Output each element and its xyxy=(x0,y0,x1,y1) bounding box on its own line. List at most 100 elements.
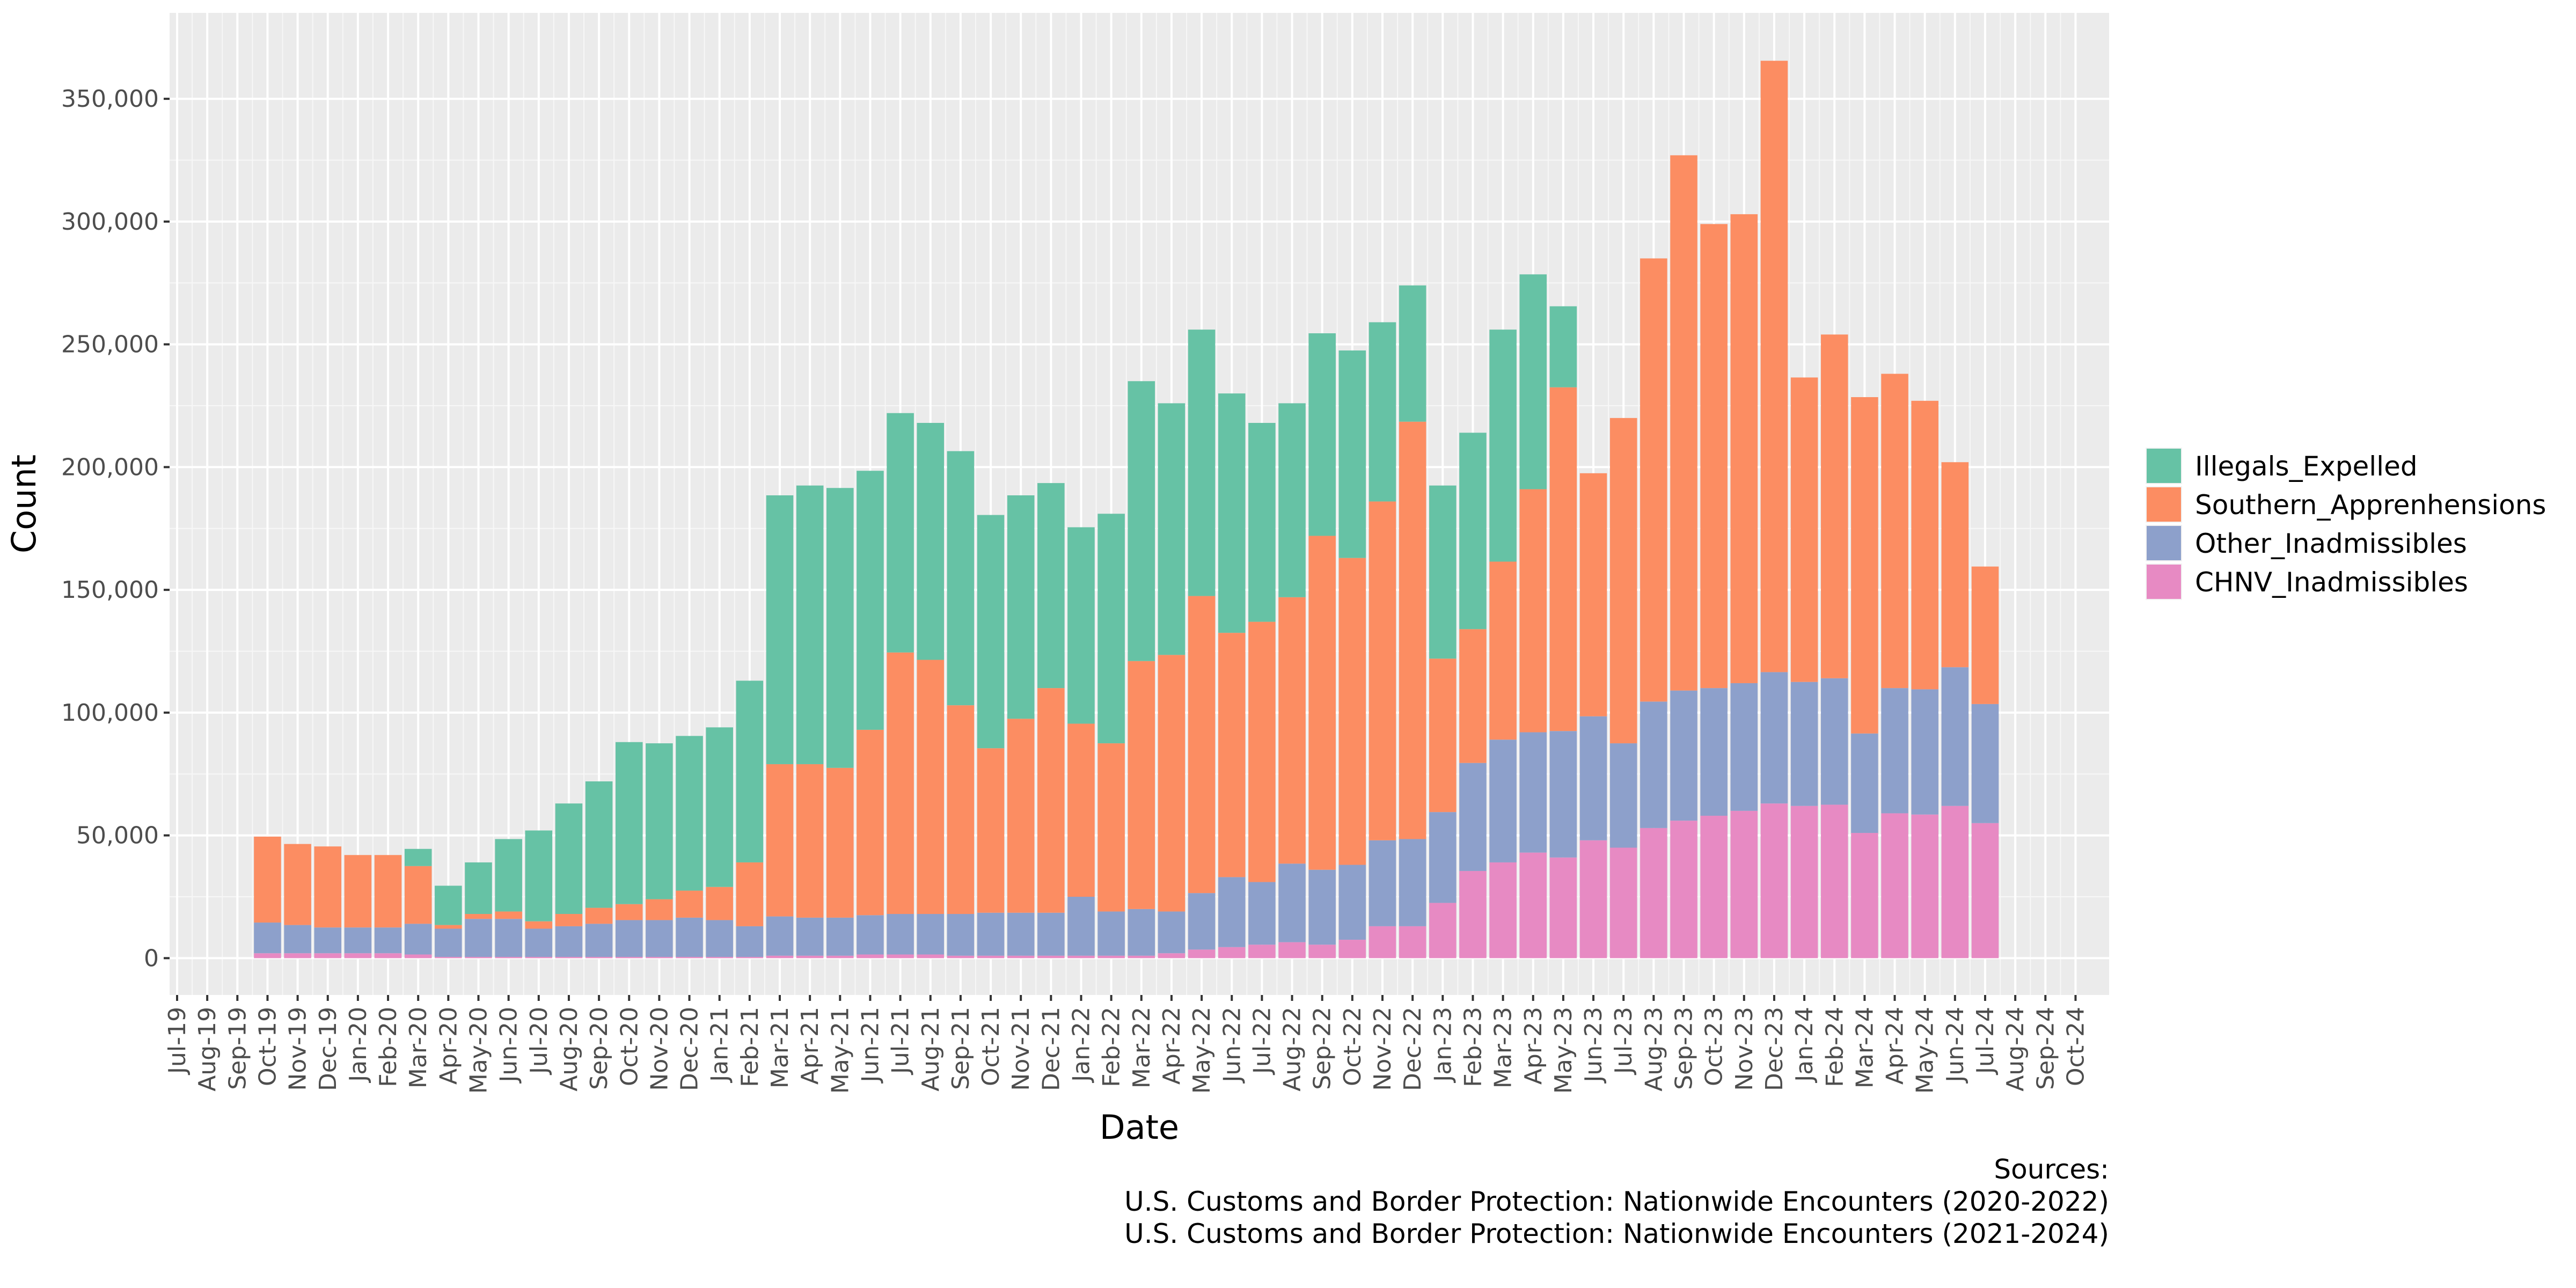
bar-other-inadmissibles xyxy=(1640,701,1667,828)
bar-other-inadmissibles xyxy=(1218,877,1246,947)
bar-chnv-inadmissibles xyxy=(1067,955,1095,958)
bar-other-inadmissibles xyxy=(435,928,462,957)
bar-chnv-inadmissibles xyxy=(1218,947,1246,958)
bar-southern-apprenhensions xyxy=(1278,597,1306,864)
bar-other-inadmissibles xyxy=(254,923,281,954)
bar-chnv-inadmissibles xyxy=(917,954,945,958)
x-tick-label: Feb-23 xyxy=(1459,1007,1487,1087)
bar-other-inadmissibles xyxy=(1730,683,1758,811)
bar-other-inadmissibles xyxy=(1128,909,1155,956)
bar-chnv-inadmissibles xyxy=(374,953,402,958)
bar-illegals-expelled xyxy=(1338,350,1366,558)
x-tick-label: May-20 xyxy=(465,1007,493,1094)
x-tick-label: Sep-24 xyxy=(2032,1007,2059,1090)
bar-chnv-inadmissibles xyxy=(284,953,311,958)
x-tick-label: Jan-20 xyxy=(345,1007,372,1084)
x-tick-label: Jun-20 xyxy=(495,1007,523,1084)
y-axis-title: Count xyxy=(4,455,43,553)
bar-illegals-expelled xyxy=(1248,423,1276,622)
x-tick-label: Sep-19 xyxy=(224,1007,251,1090)
bar-southern-apprenhensions xyxy=(1790,377,1818,682)
bar-illegals-expelled xyxy=(615,742,643,904)
x-tick-label: Sep-22 xyxy=(1309,1007,1336,1090)
bar-southern-apprenhensions xyxy=(947,705,975,914)
bar-chnv-inadmissibles xyxy=(1670,821,1697,958)
bar-illegals-expelled xyxy=(1368,322,1396,502)
x-tick-label: May-23 xyxy=(1550,1007,1577,1094)
bar-chnv-inadmissibles xyxy=(1278,942,1306,958)
x-tick-label: Aug-21 xyxy=(917,1007,945,1092)
bar-southern-apprenhensions xyxy=(1971,566,1999,704)
bar-other-inadmissibles xyxy=(1760,672,1788,804)
x-tick-label: Nov-20 xyxy=(646,1007,673,1091)
bar-other-inadmissibles xyxy=(1308,869,1336,945)
bar-other-inadmissibles xyxy=(585,924,613,957)
bar-illegals-expelled xyxy=(1218,393,1246,633)
bar-chnv-inadmissibles xyxy=(1881,813,1908,958)
bar-southern-apprenhensions xyxy=(1489,561,1517,740)
bar-chnv-inadmissibles xyxy=(1609,847,1637,958)
bar-southern-apprenhensions xyxy=(404,866,432,924)
bar-southern-apprenhensions xyxy=(1851,397,1878,734)
legend-label: Other_Inadmissibles xyxy=(2195,528,2467,559)
x-tick-label: Aug-24 xyxy=(2002,1007,2029,1092)
bar-other-inadmissibles xyxy=(1368,840,1396,926)
bar-chnv-inadmissibles xyxy=(495,957,522,958)
x-tick-label: Oct-23 xyxy=(1701,1007,1728,1086)
bar-chnv-inadmissibles xyxy=(1248,945,1276,958)
bar-illegals-expelled xyxy=(555,803,583,914)
x-tick-label: Aug-20 xyxy=(555,1007,583,1092)
x-tick-label: Sep-21 xyxy=(947,1007,975,1090)
bar-illegals-expelled xyxy=(404,848,432,866)
source-line-3: U.S. Customs and Border Protection: Nati… xyxy=(1124,1218,2109,1249)
bar-illegals-expelled xyxy=(766,495,794,764)
bar-other-inadmissibles xyxy=(676,917,703,957)
bar-southern-apprenhensions xyxy=(1670,155,1697,691)
bar-southern-apprenhensions xyxy=(1519,489,1547,733)
bar-southern-apprenhensions xyxy=(1730,214,1758,683)
bar-other-inadmissibles xyxy=(947,914,975,956)
bar-southern-apprenhensions xyxy=(1007,719,1035,913)
bar-chnv-inadmissibles xyxy=(887,954,914,958)
x-tick-label: Jan-24 xyxy=(1791,1007,1818,1084)
bar-chnv-inadmissibles xyxy=(1579,840,1607,958)
source-line-1: Sources: xyxy=(1994,1154,2109,1185)
bar-southern-apprenhensions xyxy=(1158,655,1185,912)
bar-other-inadmissibles xyxy=(525,928,553,957)
legend-label: Southern_Apprenhensions xyxy=(2195,489,2546,521)
bar-illegals-expelled xyxy=(1097,514,1125,744)
x-tick-label: Jul-24 xyxy=(1972,1007,1999,1075)
bar-other-inadmissibles xyxy=(977,912,1005,956)
bar-illegals-expelled xyxy=(796,485,824,764)
bar-chnv-inadmissibles xyxy=(977,955,1005,958)
bar-southern-apprenhensions xyxy=(1308,536,1336,870)
bar-illegals-expelled xyxy=(1037,483,1065,689)
bar-chnv-inadmissibles xyxy=(254,953,281,958)
x-tick-label: May-21 xyxy=(826,1007,854,1094)
bar-other-inadmissibles xyxy=(1820,678,1848,805)
bar-other-inadmissibles xyxy=(1278,863,1306,942)
bar-other-inadmissibles xyxy=(555,926,583,957)
x-tick-label: Feb-21 xyxy=(736,1007,764,1087)
bar-southern-apprenhensions xyxy=(1037,688,1065,913)
legend-label: Illegals_Expelled xyxy=(2195,451,2418,482)
bar-chnv-inadmissibles xyxy=(1851,833,1878,958)
bar-illegals-expelled xyxy=(857,471,884,730)
bar-other-inadmissibles xyxy=(1911,689,1938,815)
x-tick-label: Dec-20 xyxy=(676,1007,704,1091)
bar-chnv-inadmissibles xyxy=(1128,955,1155,958)
x-tick-label: Dec-23 xyxy=(1761,1007,1788,1091)
bar-other-inadmissibles xyxy=(374,927,402,954)
x-tick-label: Dec-19 xyxy=(314,1007,342,1091)
bar-illegals-expelled xyxy=(887,413,914,653)
bar-chnv-inadmissibles xyxy=(1519,852,1547,958)
x-axis-title: Date xyxy=(1100,1108,1179,1147)
bar-chnv-inadmissibles xyxy=(1820,804,1848,958)
bar-chnv-inadmissibles xyxy=(826,955,854,958)
legend-swatch xyxy=(2147,487,2181,522)
bar-illegals-expelled xyxy=(1399,285,1426,422)
bar-other-inadmissibles xyxy=(766,916,794,956)
bar-other-inadmissibles xyxy=(1790,682,1818,806)
x-tick-label: Feb-20 xyxy=(375,1007,402,1087)
bar-other-inadmissibles xyxy=(1459,763,1487,871)
